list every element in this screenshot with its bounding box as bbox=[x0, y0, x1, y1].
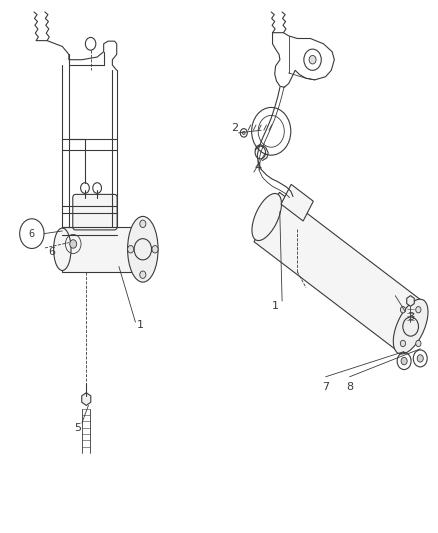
Circle shape bbox=[140, 271, 146, 278]
Ellipse shape bbox=[127, 216, 158, 282]
FancyBboxPatch shape bbox=[73, 195, 117, 230]
Circle shape bbox=[401, 357, 407, 365]
Circle shape bbox=[417, 354, 423, 362]
Circle shape bbox=[70, 240, 77, 248]
Polygon shape bbox=[254, 192, 424, 351]
Text: 3: 3 bbox=[407, 312, 414, 322]
Ellipse shape bbox=[252, 193, 282, 240]
Circle shape bbox=[416, 306, 421, 313]
Circle shape bbox=[243, 131, 245, 134]
Text: 8: 8 bbox=[346, 382, 353, 392]
Bar bbox=[62, 227, 143, 272]
Text: 2: 2 bbox=[231, 123, 238, 133]
Polygon shape bbox=[281, 184, 313, 221]
Text: 6: 6 bbox=[29, 229, 35, 239]
Circle shape bbox=[309, 55, 316, 64]
Ellipse shape bbox=[393, 299, 428, 354]
Ellipse shape bbox=[53, 228, 71, 270]
Text: 4: 4 bbox=[254, 162, 262, 172]
Text: 6: 6 bbox=[48, 247, 55, 257]
Text: 5: 5 bbox=[74, 423, 81, 433]
Text: 1: 1 bbox=[137, 320, 144, 330]
Circle shape bbox=[127, 246, 134, 253]
Text: 7: 7 bbox=[322, 382, 329, 392]
Circle shape bbox=[140, 220, 146, 228]
Circle shape bbox=[152, 246, 158, 253]
Circle shape bbox=[416, 340, 421, 346]
Circle shape bbox=[400, 340, 406, 346]
Circle shape bbox=[400, 306, 406, 313]
Text: 1: 1 bbox=[272, 301, 279, 311]
